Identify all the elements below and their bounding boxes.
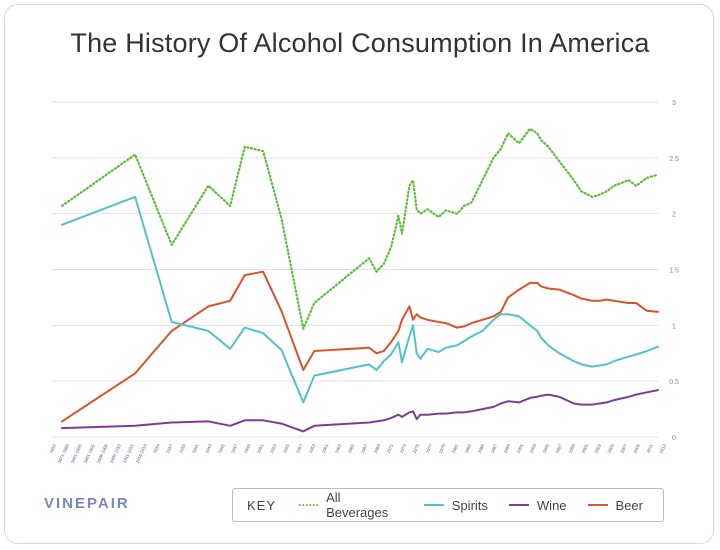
y-tick-label: 1 [672, 323, 676, 330]
legend-label-wine: Wine [536, 497, 567, 513]
x-tick-label: 1975 [412, 443, 421, 454]
series-line-all-beverages [60, 127, 660, 330]
x-tick-label: 1997 [555, 443, 564, 454]
x-tick-label: 1941 [191, 443, 200, 454]
x-tick-label: 1985 [477, 443, 486, 454]
y-tick-label: 2.5 [669, 156, 679, 163]
x-tick-label: 1945 [217, 443, 226, 454]
x-tick-label: 1965 [347, 443, 356, 454]
x-tick-label: 1991 [516, 443, 525, 454]
x-tick-label: 1979 [438, 443, 447, 454]
x-tick-label: 1977 [425, 443, 434, 454]
legend-item-wine: Wine [508, 498, 567, 513]
x-tick-label: 1963 [334, 443, 343, 454]
x-tick-label: 1943 [204, 443, 213, 454]
x-tick-label: 1953 [269, 443, 278, 454]
x-tick-label: 1983 [464, 443, 473, 454]
legend-item-all-beverages: All Beverages [298, 490, 403, 520]
x-tick-label: 1959 [308, 443, 317, 454]
legend-swatch-wine [508, 504, 529, 506]
legend-label-all-beverages: All Beverages [326, 490, 389, 520]
x-tick-label: 1981 [451, 443, 460, 454]
x-tick-label: 1989 [503, 443, 512, 454]
chart-frame [4, 4, 714, 544]
x-tick-label: 1995 [542, 443, 551, 454]
x-tick-label: 2011 [645, 443, 654, 454]
y-tick-label: 1.5 [669, 268, 679, 275]
x-tick-label: 2007 [619, 443, 628, 454]
x-tick-label: 1850 [48, 443, 57, 454]
x-tick-label: 1906-1910 [109, 443, 122, 464]
x-tick-label: 1947 [230, 443, 239, 454]
legend-item-beer: Beer [587, 498, 643, 513]
y-tick-label: 2 [672, 212, 676, 219]
x-tick-label: 1999 [567, 443, 576, 454]
x-tick-label: 1971 [386, 443, 395, 454]
chart-legend: KEY All Beverages Spirits Wine Beer [232, 488, 664, 522]
x-tick-label: 1881-1890 [70, 443, 83, 464]
x-tick-label: 2013 [658, 443, 667, 454]
chart-title: The History Of Alcohol Consumption In Am… [70, 28, 650, 58]
x-tick-label: 1896-1900 [96, 443, 109, 464]
series-line-wine [61, 389, 659, 433]
legend-swatch-all-beverages [299, 504, 320, 506]
legend-label-spirits: Spirits [451, 497, 488, 513]
y-tick-label: 3 [672, 100, 676, 107]
x-tick-label: 1973 [399, 443, 408, 454]
x-tick-label: 1969 [373, 443, 382, 454]
y-tick-label: 0.5 [669, 379, 679, 386]
x-tick-label: 1916-1919 [135, 443, 148, 464]
x-tick-label: 1891-1895 [83, 443, 96, 464]
x-tick-label: 1987 [490, 443, 499, 454]
x-tick-label: 1955 [282, 443, 291, 454]
x-tick-label: 1951 [256, 443, 265, 454]
x-tick-label: 1967 [360, 443, 369, 454]
series-line-beer [61, 270, 659, 423]
series-line-spirits [61, 195, 659, 404]
x-tick-label: 2001 [580, 443, 589, 454]
legend-label-beer: Beer [615, 497, 643, 513]
x-tick-label: 1937 [165, 443, 174, 454]
x-tick-label: 1871-1880 [57, 443, 70, 464]
legend-swatch-spirits [423, 504, 444, 506]
y-tick-label: 0 [672, 435, 676, 442]
x-tick-label: 1961 [321, 443, 330, 454]
legend-swatch-beer [587, 504, 608, 506]
legend-item-spirits: Spirits [423, 498, 488, 513]
brand-logo: VINEPAIR [44, 495, 130, 512]
x-tick-label: 2003 [593, 443, 602, 454]
x-tick-label: 1911-1915 [122, 443, 135, 464]
legend-key-label: KEY [247, 497, 277, 513]
x-tick-label: 2009 [632, 443, 641, 454]
x-tick-label: 1939 [178, 443, 187, 454]
x-tick-label: 2005 [606, 443, 615, 454]
x-tick-label: 1993 [529, 443, 538, 454]
x-tick-label: 1957 [295, 443, 304, 454]
x-tick-label: 1934 [152, 443, 161, 454]
x-tick-label: 1949 [243, 443, 252, 454]
